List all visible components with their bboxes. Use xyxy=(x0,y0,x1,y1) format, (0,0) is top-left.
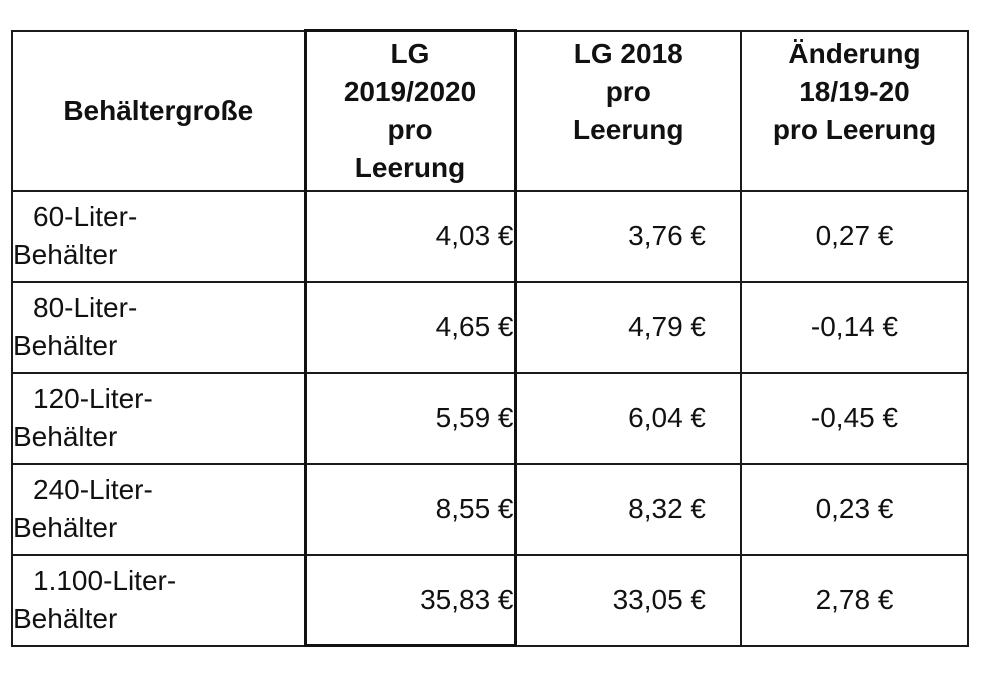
lg-2019-2020-cell: 8,55 € xyxy=(303,462,517,556)
header-line: Leerung xyxy=(573,113,684,145)
table-row: 1.100-Liter- Behälter 35,83 € 33,05 € 2,7… xyxy=(11,553,969,647)
lg-2018-cell: 6,04 € xyxy=(514,371,742,465)
header-change: Änderung 18/19-20 pro Leerung xyxy=(740,29,969,192)
lg-2018-cell: 8,32 € xyxy=(514,462,742,556)
container-size-cell: 80-Liter- Behälter xyxy=(11,280,306,374)
header-line: 18/19-20 xyxy=(799,75,910,107)
change-cell: -0,14 € xyxy=(740,280,969,374)
change-cell: 2,78 € xyxy=(740,553,969,647)
lg-2019-2020-cell: 35,83 € xyxy=(303,553,517,647)
table-row: 60-Liter- Behälter 4,03 € 3,76 € 0,27 € xyxy=(11,189,969,283)
header-lg-2019-2020: LG 2019/2020 pro Leerung xyxy=(303,29,517,192)
header-line: pro xyxy=(387,114,433,145)
table-row: 240-Liter- Behälter 8,55 € 8,32 € 0,23 € xyxy=(11,462,969,556)
header-line: LG 2018 xyxy=(573,37,683,69)
lg-2018-cell: 3,76 € xyxy=(514,189,742,283)
header-line: pro Leerung xyxy=(772,113,937,145)
lg-2018-cell: 33,05 € xyxy=(514,553,742,647)
container-size-cell: 60-Liter- Behälter xyxy=(11,189,306,283)
table-row: 80-Liter- Behälter 4,65 € 4,79 € -0,14 € xyxy=(11,280,969,374)
header-line: 2019/2020 xyxy=(343,76,477,107)
fee-table: Behältergroße LG 2019/2020 pro Leerung L… xyxy=(11,29,969,647)
table-row: 120-Liter- Behälter 5,59 € 6,04 € -0,45 € xyxy=(11,371,969,465)
change-cell: -0,45 € xyxy=(740,371,969,465)
header-lg-2018: LG 2018 pro Leerung xyxy=(514,29,742,192)
container-size-cell: 1.100-Liter- Behälter xyxy=(11,553,306,647)
change-cell: 0,27 € xyxy=(740,189,969,283)
header-container-size: Behältergroße xyxy=(11,29,306,192)
lg-2018-cell: 4,79 € xyxy=(514,280,742,374)
lg-2019-2020-cell: 4,03 € xyxy=(303,189,517,283)
header-line: pro xyxy=(605,75,651,107)
container-size-cell: 240-Liter- Behälter xyxy=(11,462,306,556)
container-size-cell: 120-Liter- Behälter xyxy=(11,371,306,465)
table-header-row: Behältergroße LG 2019/2020 pro Leerung L… xyxy=(11,29,969,192)
change-cell: 0,23 € xyxy=(740,462,969,556)
lg-2019-2020-cell: 5,59 € xyxy=(303,371,517,465)
lg-2019-2020-cell: 4,65 € xyxy=(303,280,517,374)
header-line: Leerung xyxy=(354,152,466,183)
header-line: LG xyxy=(390,38,430,69)
header-line: Änderung xyxy=(788,37,921,69)
header-container-size-text: Behältergroße xyxy=(63,94,254,126)
